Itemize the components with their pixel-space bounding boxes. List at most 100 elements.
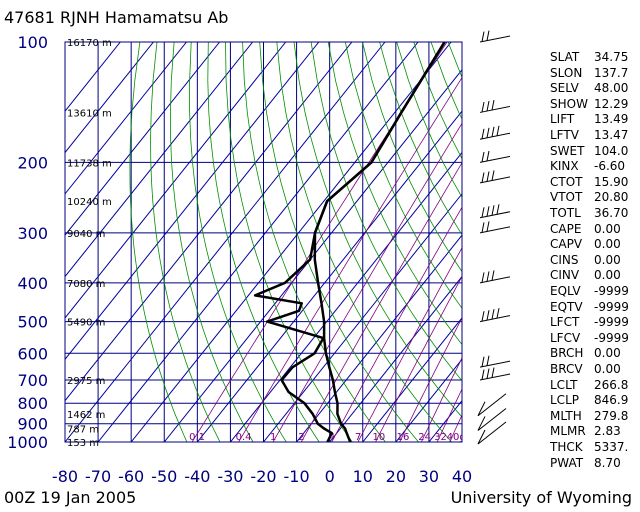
index-value: 0.00 xyxy=(594,346,621,361)
index-name: LIFT xyxy=(550,112,575,127)
index-name: LCLT xyxy=(550,377,578,392)
wind-barb-staff xyxy=(479,315,511,323)
index-value: 0.00 xyxy=(594,252,621,267)
dry-adiabat xyxy=(150,42,221,442)
height-label: 16170 m xyxy=(67,38,112,49)
wind-barb-feather xyxy=(477,429,486,445)
wind-barb xyxy=(479,204,511,219)
index-value: 104.0 xyxy=(594,143,629,158)
index-value: 8.70 xyxy=(594,455,621,470)
wind-barb-staff xyxy=(477,393,507,417)
index-value: 0.00 xyxy=(594,268,621,283)
dry-adiabat xyxy=(225,42,353,442)
wind-barb xyxy=(477,421,507,445)
wind-barb-feather xyxy=(481,272,485,283)
wind-barb xyxy=(479,221,511,234)
index-name: SELV xyxy=(550,81,579,96)
station-title: 47681 RJNH Hamamatsu Ab xyxy=(4,8,229,27)
mixing-ratio-label: 24 xyxy=(418,432,431,443)
index-name: LFTV xyxy=(550,128,579,142)
mixing-ratio-line xyxy=(420,357,462,442)
pressure-tick-label: 600 xyxy=(17,344,48,363)
mixing-ratio-label: 2 xyxy=(298,432,304,443)
index-name: MLTH xyxy=(550,408,582,423)
wind-barb-feather xyxy=(481,356,485,367)
temperature-tick-label: 40 xyxy=(452,467,472,486)
index-name: THCK xyxy=(550,440,583,454)
isotherm xyxy=(65,42,320,361)
mixing-ratio-label: 16 xyxy=(397,432,410,443)
pressure-tick-label: 900 xyxy=(17,415,48,434)
mixing-ratio-label: 0.1 xyxy=(189,432,205,443)
height-label: 7080 m xyxy=(67,279,105,290)
index-name: MLMR xyxy=(550,424,586,439)
height-label: 2975 m xyxy=(67,376,105,387)
isotherm xyxy=(65,42,254,278)
pressure-tick-label: 1000 xyxy=(7,433,48,452)
index-value: 846.9 xyxy=(594,393,629,408)
wind-barb xyxy=(479,125,511,140)
index-name: EQTV xyxy=(550,299,583,314)
wind-barb-feather xyxy=(481,369,485,380)
index-value: 12.29 xyxy=(594,96,629,111)
dry-adiabat xyxy=(310,42,462,382)
index-value: 20.80 xyxy=(594,190,629,205)
temperature-tick-label: -80 xyxy=(52,467,78,486)
temperature-tick-label: -60 xyxy=(118,467,144,486)
index-name: CINV xyxy=(550,268,580,283)
wind-barb-feather xyxy=(486,127,490,138)
pressure-tick-label: 200 xyxy=(17,153,48,172)
index-value: 0.00 xyxy=(594,221,621,236)
wind-barb-feather xyxy=(491,367,495,378)
wind-barb-staff xyxy=(479,155,511,163)
wind-barb-feather xyxy=(496,308,500,319)
mixing-ratio-line xyxy=(331,206,462,442)
height-label: 5490 m xyxy=(67,318,105,329)
mixing-ratio-line xyxy=(357,247,462,442)
wind-barb-feather xyxy=(481,222,485,233)
wind-barb-staff xyxy=(479,105,511,113)
wind-barb-feather xyxy=(486,310,490,321)
index-name: PWAT xyxy=(550,455,584,470)
mixing-ratio-label: 7 xyxy=(355,432,361,443)
mixing-ratio-label: 4 xyxy=(329,432,335,443)
index-name: CINS xyxy=(550,252,579,267)
height-label: 153 m xyxy=(67,438,99,449)
temperature-profile xyxy=(313,42,446,442)
isotherm xyxy=(65,42,121,112)
source-credit: University of Wyoming xyxy=(450,488,632,507)
index-name: BRCH xyxy=(550,346,584,361)
wind-barb-staff xyxy=(479,176,511,184)
index-value: 34.75 xyxy=(594,50,629,64)
isotherm xyxy=(296,234,462,442)
mixing-ratio-label: 10 xyxy=(372,432,385,443)
wind-barb-feather xyxy=(486,271,490,282)
index-name: CTOT xyxy=(550,174,583,189)
height-label: 10240 m xyxy=(67,197,112,208)
height-label: 9040 m xyxy=(67,229,105,240)
index-name: EQLV xyxy=(550,284,581,298)
temperature-tick-label: -20 xyxy=(250,467,276,486)
isotherm xyxy=(395,358,462,442)
pressure-tick-label: 800 xyxy=(17,394,48,413)
pressure-tick-label: 100 xyxy=(17,33,48,52)
plot-frame xyxy=(64,41,463,443)
wind-barb-staff xyxy=(479,211,511,219)
isotherm xyxy=(263,193,462,442)
index-value: 36.70 xyxy=(594,206,629,220)
index-name: LFCT xyxy=(550,315,580,330)
wind-barb-feather xyxy=(496,125,500,136)
dry-adiabat xyxy=(259,42,419,442)
wind-barb-feather xyxy=(486,100,490,112)
wind-barb-staff xyxy=(479,132,511,140)
temperature-tick-label: 0 xyxy=(325,467,335,486)
wind-barb-feather xyxy=(496,204,500,215)
wind-barb-feather xyxy=(486,30,490,41)
pressure-tick-label: 400 xyxy=(17,274,48,293)
isotherm xyxy=(97,42,419,442)
wind-barb-staff xyxy=(479,360,511,368)
pressure-tick-label: 700 xyxy=(17,371,48,390)
temperature-tick-label: 10 xyxy=(353,467,373,486)
index-value: 13.49 xyxy=(594,112,629,127)
